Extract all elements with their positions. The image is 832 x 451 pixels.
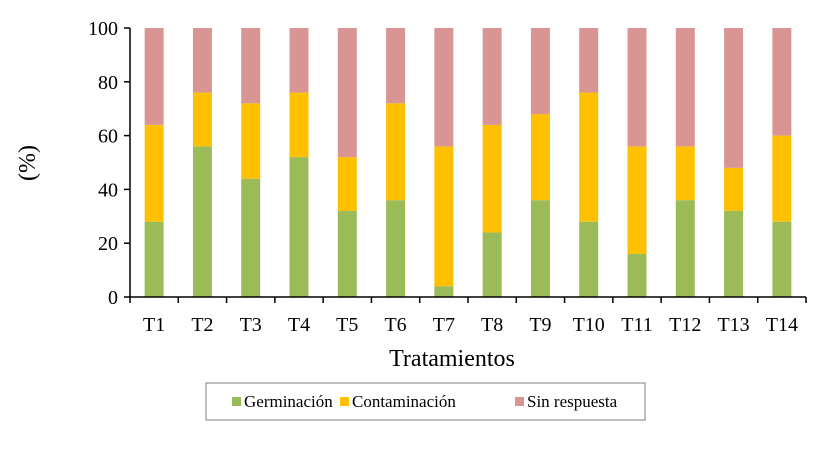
y-axis-title: (%) [15,145,41,181]
x-tick-label: T14 [766,314,798,336]
x-tick-label: T11 [621,314,652,336]
bar-t5-series-1 [337,210,357,297]
bar-t12-series-1 [675,200,695,297]
bar-t6-series-2 [386,103,406,201]
bar-t1-series-3 [144,28,164,125]
bar-t4-series-1 [289,157,309,297]
legend-swatch-1 [232,397,241,406]
x-tick-label: T6 [384,314,406,336]
y-tick-label: 100 [88,18,118,40]
legend-label-2: Contaminación [352,392,456,411]
bar-t9-series-2 [530,114,550,201]
bar-t6-series-1 [386,200,406,297]
x-tick-label: T13 [717,314,749,336]
bar-t2-series-1 [192,146,212,297]
legend-swatch-2 [340,397,349,406]
bar-t3-series-2 [241,103,261,179]
bar-t14-series-1 [772,221,792,297]
bar-t13-series-2 [724,167,744,211]
y-tick-label: 0 [108,287,118,309]
x-tick-label: T12 [669,314,701,336]
y-tick-label: 60 [98,126,118,148]
x-axis-title: Tratamientos [389,346,515,372]
x-tick-label: T8 [481,314,503,336]
y-tick-label: 40 [98,179,118,201]
bar-t5-series-3 [337,28,357,158]
bar-t13-series-1 [724,210,744,297]
legend-label-3: Sin respuesta [527,392,618,411]
bar-t1-series-2 [144,124,164,222]
x-tick-label: T1 [143,314,165,336]
bar-t7-series-2 [434,146,454,287]
legend-swatch-3 [515,397,524,406]
legend: Germinación Contaminación Sin respuesta [205,382,646,421]
bar-t2-series-2 [192,92,212,147]
bar-t7-series-3 [434,28,454,147]
bar-t1-series-1 [144,221,164,297]
y-tick-label: 20 [98,233,118,255]
bar-t11-series-1 [627,253,647,297]
bar-t3-series-1 [241,178,261,297]
x-tick-label: T10 [573,314,605,336]
bar-t14-series-2 [772,135,792,222]
bar-t3-series-3 [241,28,261,104]
bar-t9-series-3 [530,28,550,115]
bar-t2-series-3 [192,28,212,93]
x-tick-label: T7 [433,314,455,336]
bar-t11-series-3 [627,28,647,147]
axes-group [124,27,807,303]
bar-t8-series-1 [482,232,502,297]
bars-group [144,28,792,297]
bar-t13-series-3 [724,28,744,168]
x-tick-labels: T1 T2 T3 T4 T5 T6 T7 T8 T9 T10 T11 T12 T13 T14 [143,314,798,336]
bar-t6-series-3 [386,28,406,104]
x-tick-label: T3 [240,314,262,336]
legend-label-1: Germinación [244,392,333,411]
bar-t12-series-2 [675,146,695,201]
y-tick-label: 80 [98,72,118,94]
bar-t12-series-3 [675,28,695,147]
x-tick-label: T5 [336,314,358,336]
bar-t11-series-2 [627,146,647,254]
bar-t9-series-1 [530,200,550,297]
legend-border [205,382,646,421]
x-tick-label: T4 [288,314,310,336]
bar-t5-series-2 [337,157,357,211]
bar-t7-series-1 [434,286,454,297]
bar-t10-series-3 [579,28,599,93]
bar-t4-series-3 [289,28,309,93]
x-tick-label: T9 [529,314,551,336]
bar-t14-series-3 [772,28,792,136]
bar-t10-series-2 [579,92,599,222]
bar-t10-series-1 [579,221,599,297]
bar-t8-series-3 [482,28,502,125]
bar-t4-series-2 [289,92,309,158]
x-tick-label: T2 [191,314,213,336]
y-tick-labels: 0 20 40 60 80 100 [88,18,118,309]
bar-t8-series-2 [482,124,502,233]
